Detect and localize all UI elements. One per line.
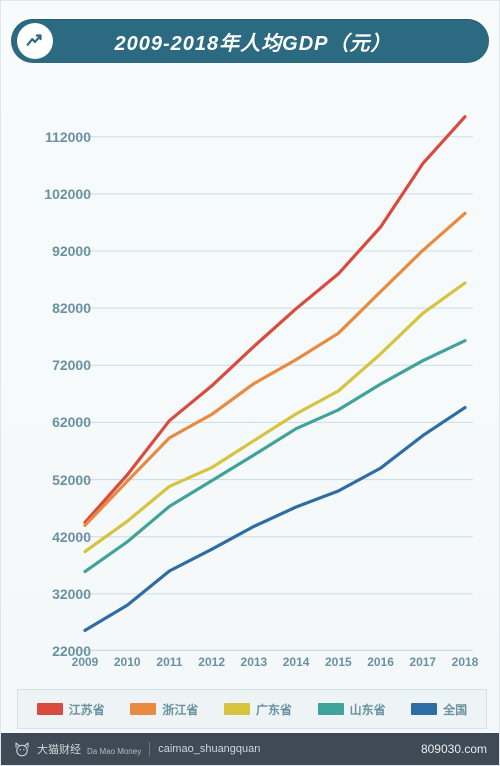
x-tick-label: 2011 [156, 655, 182, 669]
legend-swatch [318, 703, 344, 715]
y-tick-label: 112000 [35, 129, 91, 145]
chart-title: 2009-2018年人均GDP（元） [17, 27, 489, 56]
y-tick-label: 92000 [35, 243, 91, 259]
y-tick-label: 82000 [35, 300, 91, 316]
x-tick-label: 2016 [367, 655, 394, 669]
legend-item: 浙江省 [130, 701, 198, 718]
x-tick-label: 2014 [283, 655, 310, 669]
chart-card: 2009-2018年人均GDP（元） 220003200042000520006… [0, 0, 500, 766]
legend-swatch [130, 703, 156, 715]
brand: 大猫财经 Da Mao Money [13, 740, 141, 758]
y-tick-label: 62000 [35, 414, 91, 430]
x-tick-label: 2018 [452, 655, 479, 669]
brand-name: 大猫财经 [37, 741, 81, 757]
x-tick-label: 2009 [72, 655, 99, 669]
site-watermark: 809030.com [421, 742, 487, 756]
legend: 江苏省 浙江省 广东省 山东省 全国 [17, 689, 487, 729]
legend-swatch [411, 703, 437, 715]
x-tick-label: 2013 [241, 655, 268, 669]
y-tick-label: 102000 [35, 186, 91, 202]
legend-item: 山东省 [318, 701, 386, 718]
line-chart [73, 91, 473, 651]
legend-swatch [224, 703, 250, 715]
y-tick-label: 72000 [35, 357, 91, 373]
legend-item: 江苏省 [37, 701, 105, 718]
y-tick-label: 32000 [35, 586, 91, 602]
x-tick-label: 2015 [325, 655, 352, 669]
legend-label: 广东省 [256, 701, 292, 718]
x-tick-label: 2010 [114, 655, 141, 669]
footer-bar: 大猫财经 Da Mao Money caimao_shuangquan 8090… [1, 733, 499, 765]
legend-label: 山东省 [350, 701, 386, 718]
brand-handle: caimao_shuangquan [158, 743, 260, 755]
legend-label: 浙江省 [162, 701, 198, 718]
x-tick-label: 2017 [409, 655, 436, 669]
legend-label: 江苏省 [69, 701, 105, 718]
legend-swatch [37, 703, 63, 715]
legend-label: 全国 [443, 701, 467, 718]
y-tick-label: 42000 [35, 529, 91, 545]
title-bar: 2009-2018年人均GDP（元） [11, 19, 489, 63]
y-tick-label: 52000 [35, 472, 91, 488]
plot-area [73, 91, 473, 651]
legend-item: 全国 [411, 701, 467, 718]
legend-item: 广东省 [224, 701, 292, 718]
x-tick-label: 2012 [198, 655, 225, 669]
brand-cat-icon [13, 740, 31, 758]
footer-separator [149, 742, 150, 756]
